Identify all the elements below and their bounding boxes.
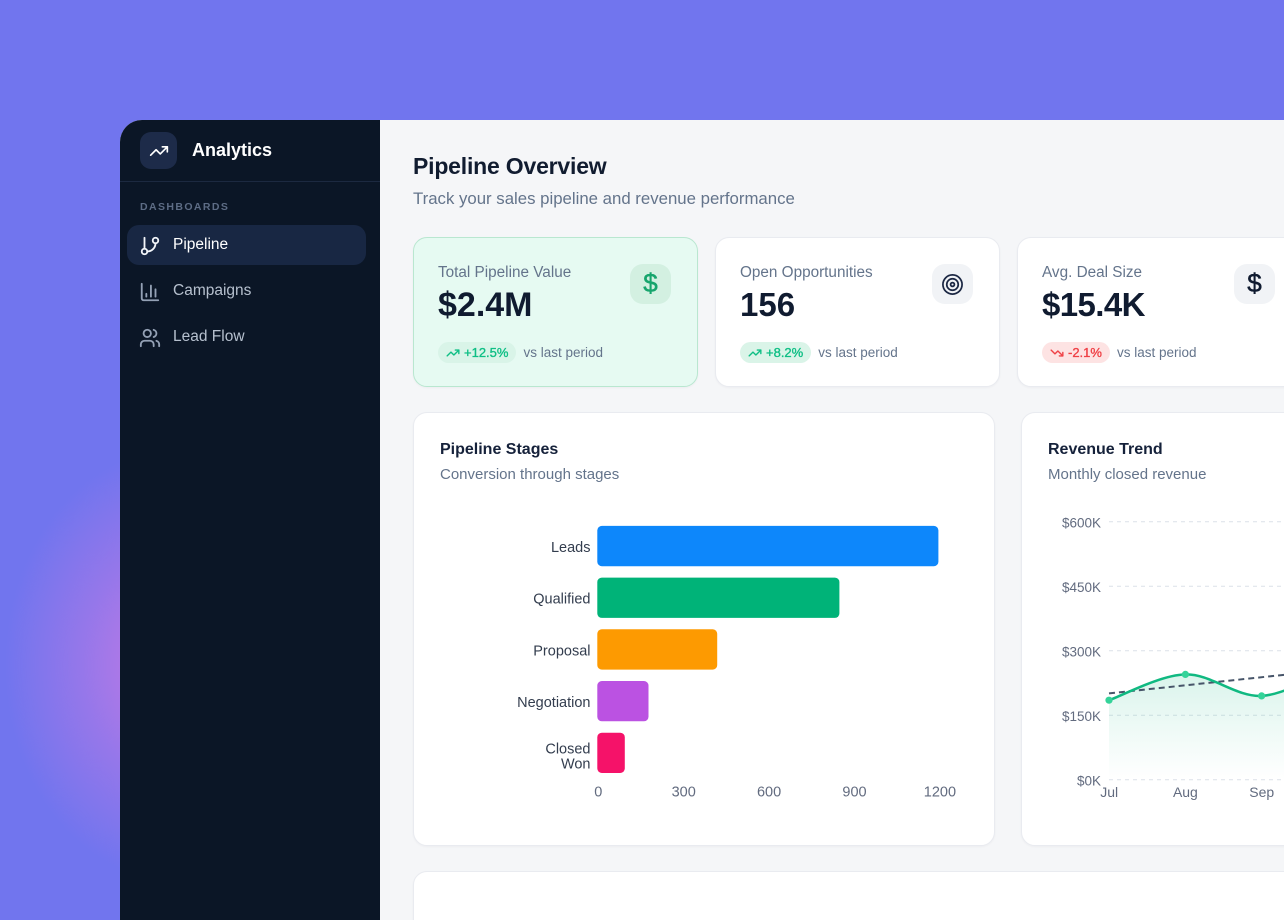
svg-text:Sep: Sep xyxy=(1249,784,1274,800)
svg-text:300: 300 xyxy=(672,785,696,801)
svg-text:Won: Won xyxy=(561,757,591,773)
svg-text:Leads: Leads xyxy=(551,540,591,556)
svg-text:0: 0 xyxy=(594,785,602,801)
svg-text:$600K: $600K xyxy=(1062,515,1101,530)
svg-text:1200: 1200 xyxy=(924,785,956,801)
svg-text:$450K: $450K xyxy=(1062,580,1101,595)
svg-text:600: 600 xyxy=(757,785,781,801)
svg-text:$300K: $300K xyxy=(1062,644,1101,659)
svg-text:$150K: $150K xyxy=(1062,709,1101,724)
svg-text:900: 900 xyxy=(842,785,866,801)
svg-text:Proposal: Proposal xyxy=(533,643,590,659)
svg-text:Jul: Jul xyxy=(1100,784,1118,800)
svg-text:$0K: $0K xyxy=(1077,773,1101,788)
svg-text:Negotiation: Negotiation xyxy=(517,695,590,711)
svg-text:Closed: Closed xyxy=(545,742,590,758)
svg-text:Aug: Aug xyxy=(1173,784,1198,800)
svg-text:Qualified: Qualified xyxy=(533,592,590,608)
